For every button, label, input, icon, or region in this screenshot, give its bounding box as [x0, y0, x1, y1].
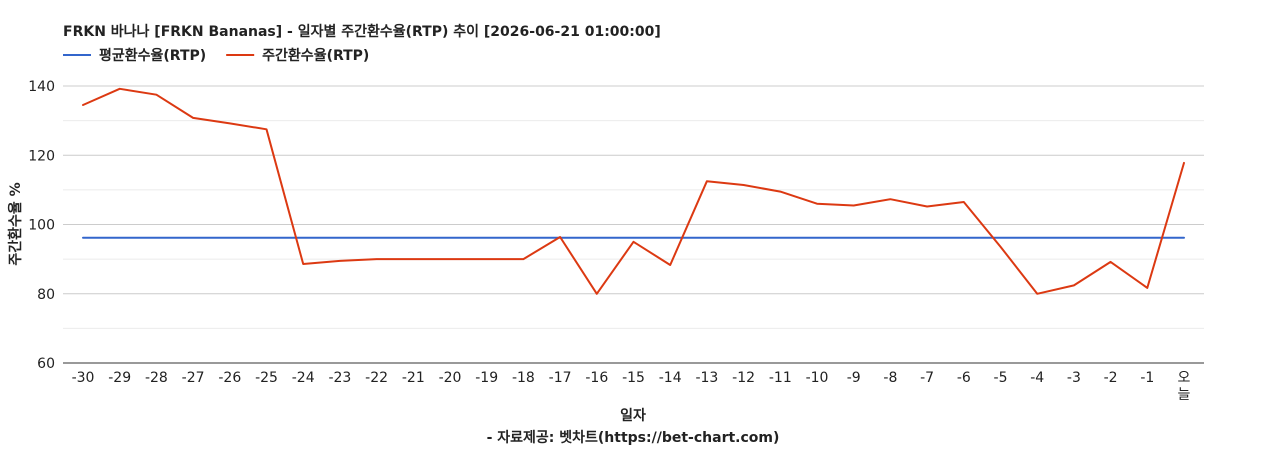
y-axis-ticks: 60 80 100 120 140 [28, 79, 55, 372]
x-tick-label: -28 [145, 370, 168, 386]
grid [63, 85, 1204, 364]
x-tick-label: -4 [1030, 370, 1044, 386]
x-tick-label: -5 [994, 370, 1008, 386]
x-tick-label: -12 [732, 370, 755, 386]
x-tick-label: -8 [883, 370, 897, 386]
x-tick-label: -21 [402, 370, 425, 386]
x-tick-label: -29 [108, 370, 131, 386]
x-tick-label: -25 [255, 370, 278, 386]
y-tick-label: 60 [37, 356, 55, 372]
x-tick-label: -15 [622, 370, 645, 386]
series-line-2 [82, 87, 1185, 295]
x-tick-label: -1 [1140, 370, 1154, 386]
x-tick-label: -20 [439, 370, 462, 386]
x-tick-label: -3 [1067, 370, 1081, 386]
x-tick-label: -7 [920, 370, 934, 386]
y-tick-label: 140 [28, 79, 55, 95]
x-axis-ticks: -30 -29 -28 -27 -26 -25 -24 -23 -22 -21 -20 -19 -18-… [72, 370, 1191, 403]
y-tick-label: 120 [28, 148, 55, 164]
y-tick-label: 80 [37, 287, 55, 303]
source-note: - 자료제공: 벳차트(https://bet-chart.com) [487, 429, 780, 446]
chart-title: FRKN 바나나 [FRKN Bananas] - 일자별 주간환수율(RTP)… [63, 23, 661, 40]
legend-label-2: 주간환수율(RTP) [262, 47, 369, 64]
x-tick-label: -19 [475, 370, 498, 386]
x-tick-label: -18 [512, 370, 535, 386]
x-tick-label: -13 [695, 370, 718, 386]
x-tick-label: -30 [72, 370, 95, 386]
series-layer [82, 87, 1185, 295]
x-tick-label: -11 [769, 370, 792, 386]
x-tick-label: -9 [847, 370, 861, 386]
x-tick-label: -24 [292, 370, 315, 386]
x-tick-label: -16 [585, 370, 608, 386]
legend-label-1: 평균환수율(RTP) [99, 47, 206, 64]
x-tick-label: -2 [1104, 370, 1118, 386]
x-tick-label: -27 [182, 370, 205, 386]
y-axis-title: 주간환수율 % [7, 182, 24, 265]
x-tick-label: -26 [218, 370, 241, 386]
y-tick-label: 100 [28, 218, 55, 234]
x-tick-label: -23 [328, 370, 351, 386]
x-tick-label: -22 [365, 370, 388, 386]
legend: 평균환수율(RTP) 주간환수율(RTP) [63, 47, 369, 64]
x-tick-label: -6 [957, 370, 971, 386]
x-tick-label: -17 [549, 370, 572, 386]
x-tick-label: -10 [806, 370, 829, 386]
x-tick-label: -14 [659, 370, 682, 386]
x-axis-title: 일자 [620, 408, 646, 424]
